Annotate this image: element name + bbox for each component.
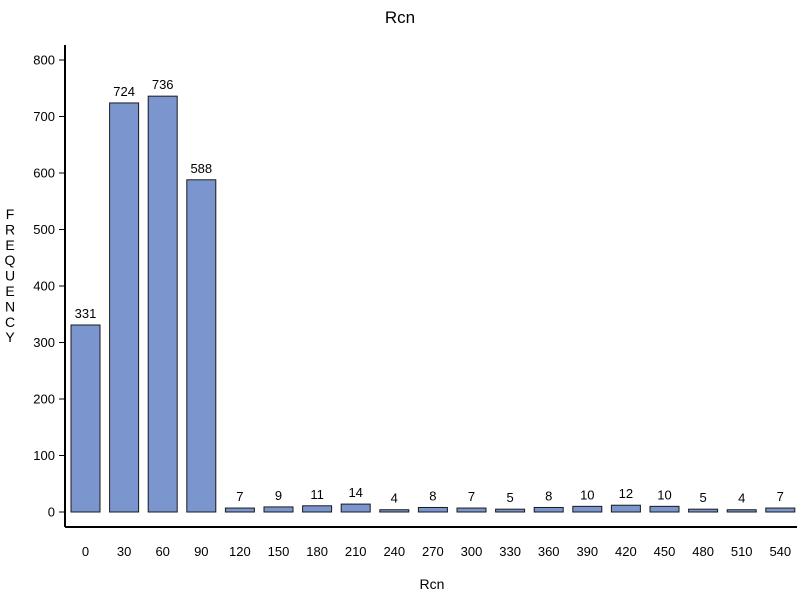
y-tick-label-0: 0 (48, 505, 55, 520)
bar-120 (224, 507, 255, 513)
x-tick-label-270: 270 (422, 544, 444, 559)
bar-450 (649, 505, 680, 513)
x-tick-label-390: 390 (576, 544, 598, 559)
bar-300 (456, 507, 487, 513)
data-label-480: 5 (699, 490, 706, 505)
y-axis-title-letter: Q (5, 252, 16, 268)
bar-0 (70, 324, 101, 513)
data-label-510: 4 (738, 491, 745, 506)
bar-210 (340, 503, 371, 513)
data-labels-group: 331 724 736 588 7 9 11 14 4 8 7 5 8 10 12 10 5 4 7 (75, 77, 784, 506)
y-tick-label-800: 800 (33, 53, 55, 68)
y-tick-label-100: 100 (33, 448, 55, 463)
x-tick-label-480: 480 (692, 544, 714, 559)
x-tick-label-90: 90 (194, 544, 208, 559)
x-axis-title: Rcn (420, 576, 445, 592)
y-axis-title-letter: C (5, 314, 15, 330)
bar-540 (765, 507, 796, 513)
x-tick-label-330: 330 (499, 544, 521, 559)
x-tick-label-150: 150 (268, 544, 290, 559)
data-label-0: 331 (75, 306, 97, 321)
y-axis-title-letter: F (6, 206, 15, 222)
bar-150 (263, 506, 294, 513)
y-tick-label-500: 500 (33, 222, 55, 237)
data-label-300: 7 (468, 489, 475, 504)
y-axis-title-letter: Y (5, 329, 15, 345)
bar-480 (688, 508, 719, 513)
data-label-120: 7 (236, 489, 243, 504)
bar-360 (533, 506, 564, 513)
data-label-90: 588 (190, 161, 212, 176)
data-label-270: 8 (429, 488, 436, 503)
bar-240 (379, 509, 410, 513)
y-axis-title-letter: E (5, 237, 14, 253)
data-label-240: 4 (391, 491, 398, 506)
x-tick-label-540: 540 (769, 544, 791, 559)
y-tick-label-300: 300 (33, 335, 55, 350)
x-tick-label-0: 0 (82, 544, 89, 559)
y-axis-title-letter: U (5, 268, 15, 284)
bar-330 (495, 508, 526, 513)
x-tick-label-210: 210 (345, 544, 367, 559)
data-label-450: 10 (657, 487, 671, 502)
y-axis-title-letter: R (5, 221, 15, 237)
bar-390 (572, 505, 603, 513)
y-axis-title-letter: E (5, 283, 14, 299)
x-tick-label-450: 450 (654, 544, 676, 559)
data-label-60: 736 (152, 77, 174, 92)
data-label-540: 7 (777, 489, 784, 504)
x-tick-label-240: 240 (383, 544, 405, 559)
y-axis-ticks: 0 100 200 300 400 500 600 700 800 (33, 53, 65, 520)
x-tick-label-120: 120 (229, 544, 251, 559)
x-tick-label-420: 420 (615, 544, 637, 559)
data-label-210: 14 (348, 485, 362, 500)
data-label-420: 12 (619, 486, 633, 501)
x-axis-ticks: 0 30 60 90 120 150 180 210 240 270 300 330 360 390 420… (82, 544, 791, 559)
y-axis-title-letter: N (5, 298, 15, 314)
bar-510 (726, 509, 757, 513)
data-label-330: 5 (506, 490, 513, 505)
data-label-180: 11 (310, 487, 324, 502)
x-tick-label-300: 300 (461, 544, 483, 559)
bar-420 (610, 504, 641, 513)
bar-270 (417, 506, 448, 513)
bars-group (70, 95, 796, 513)
y-tick-label-400: 400 (33, 279, 55, 294)
data-label-390: 10 (580, 487, 594, 502)
bar-60 (147, 95, 178, 513)
chart-title: Rcn (385, 8, 415, 27)
bar-90 (186, 179, 217, 513)
bar-30 (109, 102, 140, 513)
data-label-150: 9 (275, 488, 282, 503)
data-label-30: 724 (113, 84, 135, 99)
x-tick-label-360: 360 (538, 544, 560, 559)
x-tick-label-60: 60 (155, 544, 169, 559)
y-tick-label-200: 200 (33, 392, 55, 407)
y-tick-label-700: 700 (33, 109, 55, 124)
bar-180 (302, 505, 333, 513)
x-tick-label-510: 510 (731, 544, 753, 559)
x-tick-label-30: 30 (117, 544, 131, 559)
data-label-360: 8 (545, 488, 552, 503)
y-tick-label-600: 600 (33, 166, 55, 181)
x-tick-label-180: 180 (306, 544, 328, 559)
